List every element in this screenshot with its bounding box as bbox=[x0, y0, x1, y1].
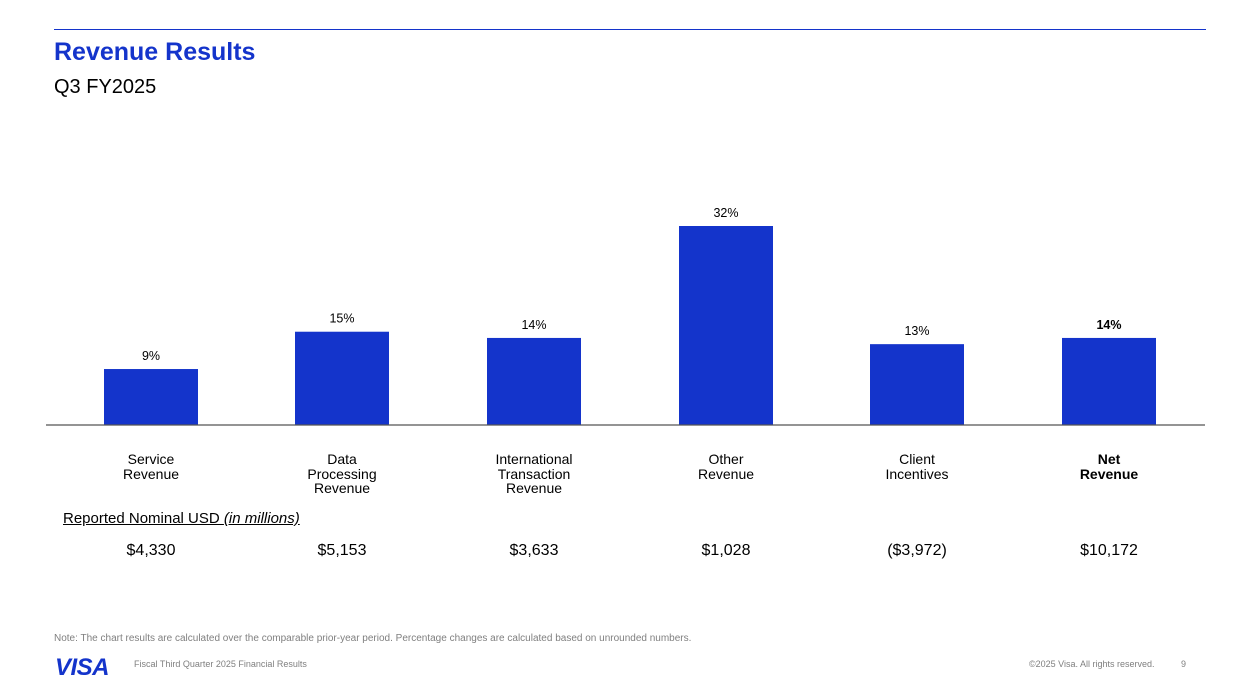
bar-3 bbox=[679, 226, 773, 425]
category-label-0: Service Revenue bbox=[122, 451, 180, 482]
footer-copyright: ©2025 Visa. All rights reserved. bbox=[1029, 659, 1155, 669]
bar-value-label-3: 32% bbox=[713, 206, 738, 220]
reported-usd-value-4: ($3,972) bbox=[887, 542, 947, 559]
reported-usd-value-3: $1,028 bbox=[701, 542, 751, 559]
bar-2 bbox=[487, 337, 581, 425]
category-label-1: Data Processing Revenue bbox=[307, 451, 377, 496]
page-title: Revenue Results bbox=[54, 38, 256, 66]
page-subtitle: Q3 FY2025 bbox=[54, 76, 157, 98]
footnote: Note: The chart results are calculated o… bbox=[54, 633, 692, 644]
category-label-5: Net Revenue bbox=[1079, 451, 1139, 482]
footer-report-name: Fiscal Third Quarter 2025 Financial Resu… bbox=[134, 659, 307, 669]
visa-logo: VISA bbox=[55, 654, 110, 681]
top-rule bbox=[54, 29, 1206, 30]
bar-value-label-5: 14% bbox=[1096, 318, 1121, 332]
bar-value-label-2: 14% bbox=[521, 318, 546, 332]
bar-1 bbox=[295, 331, 389, 425]
bar-value-label-1: 15% bbox=[329, 312, 354, 326]
reported-usd-label: Reported Nominal USD (in millions) bbox=[63, 510, 300, 527]
page-number: 9 bbox=[1181, 659, 1187, 669]
category-label-4: Client Incentives bbox=[885, 451, 949, 482]
reported-usd-value-1: $5,153 bbox=[317, 542, 367, 559]
bar-0 bbox=[104, 369, 198, 425]
reported-usd-value-5: $10,172 bbox=[1080, 542, 1138, 559]
reported-usd-value-0: $4,330 bbox=[126, 542, 176, 559]
bar-4 bbox=[870, 344, 964, 425]
bar-value-label-4: 13% bbox=[904, 324, 929, 338]
reported-usd-value-2: $3,633 bbox=[509, 542, 559, 559]
bar-value-label-0: 9% bbox=[142, 349, 160, 363]
bar-5 bbox=[1062, 337, 1156, 425]
category-label-2: International Transaction Revenue bbox=[495, 451, 573, 496]
category-label-3: Other Revenue bbox=[697, 451, 755, 482]
